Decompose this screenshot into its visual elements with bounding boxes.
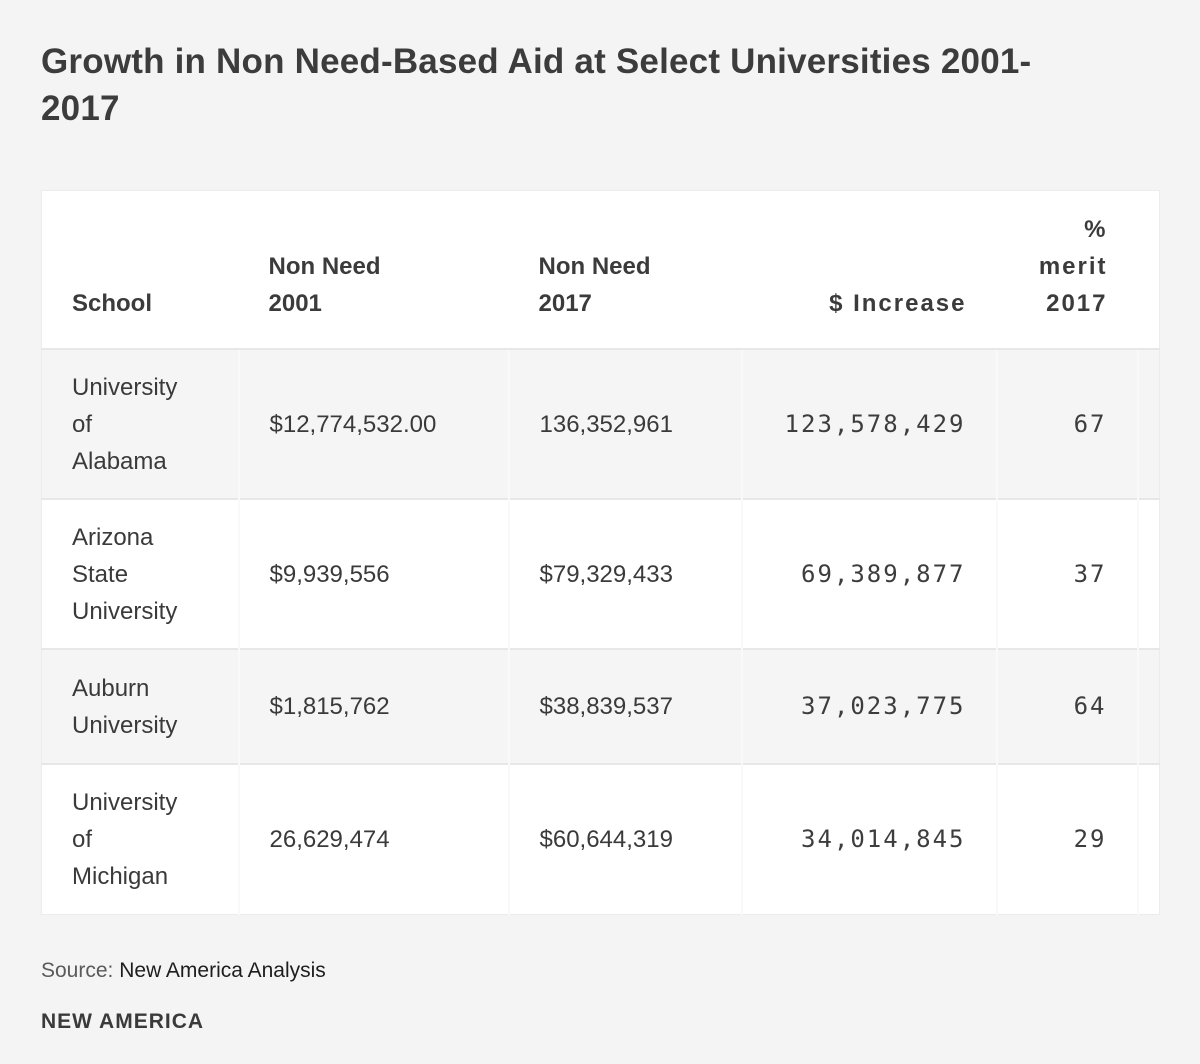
cell-pct-merit: 37: [995, 498, 1138, 649]
cell-increase: 69,389,877: [740, 498, 997, 649]
source-line: Source: New America Analysis: [41, 959, 1159, 983]
cell-spacer: [1136, 498, 1160, 649]
cell-non-need-2001: 26,629,474: [237, 763, 509, 914]
school-line: University: [72, 711, 178, 739]
cell-pct-merit: 64: [995, 648, 1138, 764]
school-line: Alabama: [72, 447, 167, 475]
cell-increase: 34,014,845: [740, 763, 997, 914]
header-line: Non Need: [268, 253, 381, 280]
source-label: Source:: [41, 958, 114, 982]
table-header: School Non Need 2001 Non Need 2017 $ Inc…: [41, 190, 1160, 349]
cell-school: Auburn University: [41, 648, 239, 764]
cell-non-need-2017: $38,839,537: [507, 648, 742, 764]
new-america-logo: NEW AMERICA: [41, 1009, 205, 1033]
cell-spacer: [1136, 763, 1160, 914]
page-title-line2: 2017: [41, 89, 120, 128]
cell-non-need-2001: $9,939,556: [237, 498, 509, 649]
page-title-line1: Growth in Non Need-Based Aid at Select U…: [41, 42, 1032, 81]
header-line: %: [1084, 216, 1108, 243]
school-line: University: [72, 373, 178, 401]
school-line: Arizona: [72, 523, 154, 551]
school-line: Auburn: [72, 674, 150, 702]
cell-increase: 123,578,429: [740, 348, 997, 499]
header-line: 2017: [1046, 290, 1108, 317]
table-row-university-of-alabama: University of Alabama $12,774,532.00 136…: [41, 348, 1160, 499]
table-row-auburn-university: Auburn University $1,815,762 $38,839,537…: [41, 648, 1160, 764]
table-row-university-of-michigan: University of Michigan 26,629,474 $60,64…: [41, 763, 1160, 914]
cell-school: University of Alabama: [41, 348, 239, 499]
column-header-increase: $ Increase: [741, 190, 997, 349]
cell-non-need-2017: 136,352,961: [507, 348, 742, 499]
table-row-arizona-state-university: Arizona State University $9,939,556 $79,…: [41, 498, 1160, 649]
page-title: Growth in Non Need-Based Aid at Select U…: [41, 38, 1159, 132]
school-line: Michigan: [72, 862, 169, 890]
page: Growth in Non Need-Based Aid at Select U…: [41, 38, 1160, 1033]
cell-non-need-2017: $79,329,433: [507, 498, 742, 649]
header-line: Non Need: [538, 253, 651, 280]
cell-pct-merit: 67: [995, 348, 1138, 499]
cell-pct-merit: 29: [995, 763, 1138, 914]
column-header-school: School: [41, 190, 239, 349]
school-line: of: [72, 410, 93, 438]
cell-increase: 37,023,775: [740, 648, 997, 764]
header-row: School Non Need 2001 Non Need 2017 $ Inc…: [41, 190, 1160, 349]
column-header-spacer: [1137, 190, 1160, 349]
aid-growth-table: School Non Need 2001 Non Need 2017 $ Inc…: [41, 190, 1160, 915]
column-header-non-need-2001: Non Need 2001: [238, 190, 509, 349]
cell-spacer: [1136, 648, 1160, 764]
header-line: 2017: [538, 290, 592, 317]
column-header-non-need-2017: Non Need 2017: [508, 190, 742, 349]
cell-school: University of Michigan: [41, 763, 239, 914]
cell-school: Arizona State University: [41, 498, 239, 649]
cell-non-need-2001: $1,815,762: [237, 648, 509, 764]
header-line: 2001: [268, 290, 322, 317]
school-line: University: [72, 597, 178, 625]
school-line: of: [72, 825, 93, 853]
cell-spacer: [1136, 348, 1160, 499]
header-line: merit: [1038, 253, 1108, 280]
source-value: New America Analysis: [119, 958, 326, 982]
cell-non-need-2001: $12,774,532.00: [237, 348, 509, 499]
school-line: University: [72, 788, 178, 816]
column-header-pct-merit: % merit 2017: [996, 190, 1138, 349]
school-line: State: [72, 560, 129, 588]
cell-non-need-2017: $60,644,319: [507, 763, 742, 914]
